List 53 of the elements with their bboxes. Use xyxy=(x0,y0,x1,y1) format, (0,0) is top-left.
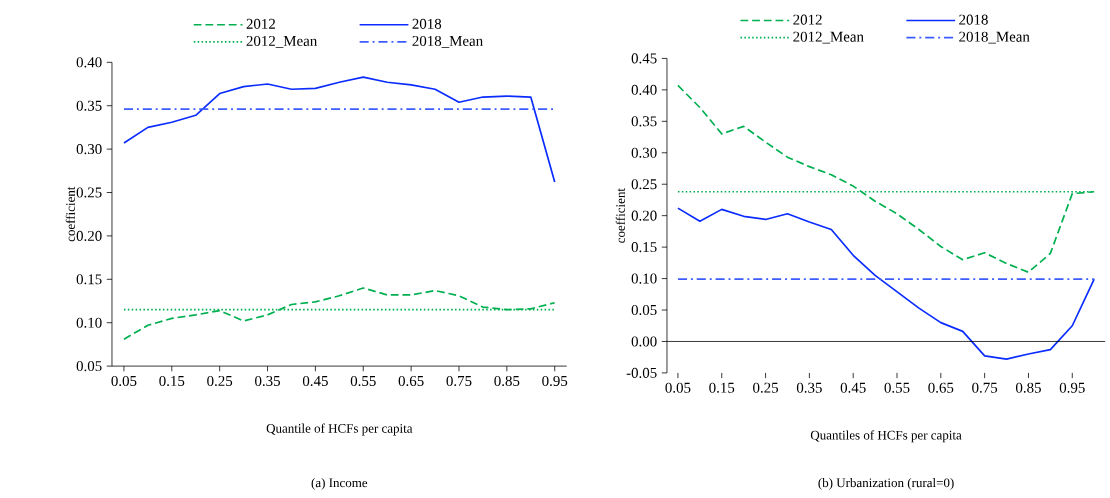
y-tick-label: 0.35 xyxy=(76,100,102,111)
y-tick-label: 0.35 xyxy=(631,116,657,127)
legend-label: 2018 xyxy=(959,14,988,25)
legend-label: 2012 xyxy=(246,19,275,30)
x-tick-label: 0.65 xyxy=(928,382,954,394)
y-tick-label: 0.10 xyxy=(631,273,657,284)
y-axis-title: coefficient xyxy=(615,188,625,244)
x-axis-title: Quantile of HCFs per capita xyxy=(266,423,413,436)
y-tick-label: 0.20 xyxy=(76,231,102,242)
x-tick-label: 0.15 xyxy=(709,382,735,394)
x-tick-label: 0.65 xyxy=(398,376,424,387)
y-tick-label: 0.40 xyxy=(631,85,657,96)
y-tick-label: 0.20 xyxy=(631,210,657,221)
y-tick-label: 0.40 xyxy=(76,57,102,68)
legend-label: 2012 xyxy=(793,14,822,25)
x-axis-title: Quantiles of HCFs per capita xyxy=(810,430,962,443)
x-tick-label: 0.25 xyxy=(753,382,779,394)
y-tick-label: 0.15 xyxy=(631,242,657,253)
y-tick-label: 0.30 xyxy=(631,147,657,159)
y-tick-label: 0.10 xyxy=(76,317,102,328)
legend-label: 2018 xyxy=(412,19,442,30)
legend-label: 2018_Mean xyxy=(412,36,483,48)
x-tick-label: 0.05 xyxy=(665,382,691,394)
x-tick-label: 0.55 xyxy=(350,376,376,387)
x-tick-label: 0.45 xyxy=(840,382,866,394)
text: (a) Income xyxy=(311,478,368,491)
x-tick-label: 0.15 xyxy=(159,376,185,387)
y-tick-label: 0.25 xyxy=(76,187,102,198)
x-tick-label: 0.05 xyxy=(111,376,137,387)
y-tick-label: 0.00 xyxy=(631,336,657,347)
x-tick-label: 0.45 xyxy=(302,376,328,387)
y-tick-label: -0.05 xyxy=(626,368,657,379)
x-tick-label: 0.25 xyxy=(207,376,233,387)
y-tick-label: 0.15 xyxy=(76,274,102,285)
y-tick-label: 0.05 xyxy=(76,361,102,372)
legend-label: 2012_Mean xyxy=(246,36,318,48)
x-tick-label: 0.55 xyxy=(884,382,910,394)
legend-label: 2012_Mean xyxy=(793,31,864,44)
y-axis-title: coefficient xyxy=(65,186,75,242)
y-tick-label: 0.05 xyxy=(631,305,657,316)
legend-label: 2018_Mean xyxy=(959,31,1030,44)
x-tick-label: 0.95 xyxy=(1059,382,1085,394)
x-tick-label: 0.35 xyxy=(796,382,822,394)
x-tick-label: 0.85 xyxy=(1015,382,1041,394)
x-tick-label: 0.85 xyxy=(494,376,520,387)
y-tick-label: 0.45 xyxy=(631,53,657,64)
y-tick-label: 0.30 xyxy=(76,144,102,155)
x-tick-label: 0.75 xyxy=(446,376,472,387)
x-tick-label: 0.35 xyxy=(255,376,281,387)
y-tick-label: 0.25 xyxy=(631,179,657,190)
x-tick-label: 0.95 xyxy=(542,376,568,387)
text: (b) Urbanization (rural=0) xyxy=(818,478,954,491)
x-tick-label: 0.75 xyxy=(972,382,998,394)
